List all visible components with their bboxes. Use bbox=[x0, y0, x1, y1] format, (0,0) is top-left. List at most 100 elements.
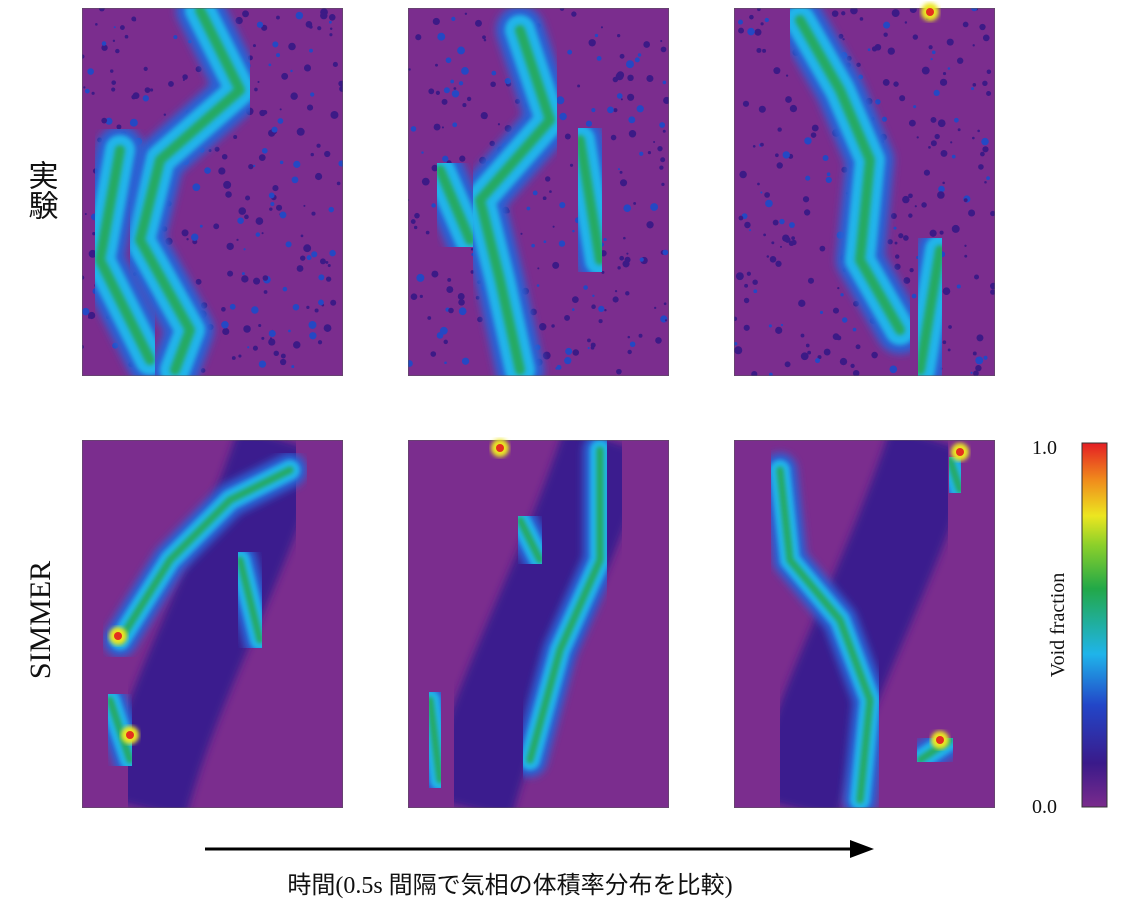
speckle bbox=[532, 190, 538, 196]
speckle bbox=[628, 130, 637, 138]
speckle bbox=[131, 94, 137, 100]
streak-green bbox=[426, 696, 444, 784]
speckle bbox=[775, 326, 783, 334]
speckle bbox=[777, 127, 782, 132]
speckle bbox=[982, 146, 989, 153]
speckle bbox=[270, 202, 275, 207]
speckle bbox=[807, 350, 812, 355]
speckle bbox=[324, 150, 331, 158]
speckle bbox=[475, 19, 482, 27]
speckle bbox=[596, 55, 602, 61]
streak-green bbox=[95, 145, 155, 365]
speckle bbox=[462, 103, 467, 108]
speckle bbox=[782, 151, 790, 159]
speckle bbox=[451, 90, 460, 98]
speckle bbox=[964, 244, 967, 247]
speckle bbox=[754, 28, 762, 36]
speckle bbox=[811, 124, 819, 132]
speckle bbox=[425, 230, 430, 235]
speckle bbox=[654, 306, 657, 309]
speckle bbox=[182, 78, 185, 81]
speckle bbox=[303, 64, 312, 72]
streak-green bbox=[116, 466, 294, 644]
speckle bbox=[208, 148, 212, 152]
speckle bbox=[241, 275, 249, 283]
speckle bbox=[622, 260, 630, 268]
speckle bbox=[82, 307, 90, 316]
speckle bbox=[636, 105, 644, 113]
colorbar-tick-label: 1.0 bbox=[1032, 437, 1057, 459]
speckle bbox=[643, 41, 651, 48]
speckle bbox=[762, 48, 767, 53]
speckle bbox=[615, 72, 624, 81]
speckle bbox=[542, 351, 551, 360]
caption: 時間(0.5s 間隔で気相の体積率分布を比較) bbox=[287, 872, 732, 899]
speckle bbox=[542, 196, 547, 201]
speckle bbox=[743, 297, 750, 304]
speckle bbox=[623, 236, 626, 240]
speckle bbox=[551, 324, 555, 328]
speckle bbox=[764, 17, 769, 23]
speckle bbox=[452, 122, 458, 128]
speckle bbox=[747, 27, 755, 36]
speckle bbox=[791, 236, 795, 241]
speckle bbox=[552, 261, 560, 269]
speckle bbox=[760, 22, 764, 26]
speckle bbox=[149, 88, 154, 92]
speckle bbox=[758, 105, 766, 113]
speckle bbox=[256, 21, 264, 28]
speckle bbox=[88, 311, 96, 320]
speckle bbox=[91, 91, 95, 95]
speckle bbox=[646, 221, 654, 229]
speckle bbox=[248, 164, 254, 170]
speckle bbox=[268, 192, 275, 199]
speckle bbox=[963, 198, 968, 203]
speckle bbox=[242, 10, 249, 18]
speckle bbox=[290, 92, 298, 100]
speckle bbox=[970, 371, 973, 374]
speckle bbox=[780, 323, 784, 327]
streak-green bbox=[526, 446, 604, 764]
speckle bbox=[182, 74, 188, 80]
speckle bbox=[98, 8, 105, 12]
speckle bbox=[775, 260, 782, 267]
speckle bbox=[262, 275, 269, 281]
speckle bbox=[300, 234, 304, 238]
speckle bbox=[939, 78, 948, 86]
speckle bbox=[263, 290, 268, 294]
speckle bbox=[268, 329, 276, 338]
speckle bbox=[111, 87, 116, 92]
speckle bbox=[292, 303, 300, 311]
speckle bbox=[983, 355, 988, 360]
speckle bbox=[311, 212, 315, 216]
speckle bbox=[616, 368, 622, 375]
colorbar-tick-label: 0.0 bbox=[1032, 796, 1057, 818]
speckle bbox=[647, 151, 652, 155]
speckle bbox=[627, 93, 635, 101]
speckle bbox=[607, 106, 614, 114]
speckle bbox=[772, 219, 779, 226]
speckle bbox=[223, 180, 232, 189]
speckle bbox=[443, 87, 450, 94]
speckle bbox=[661, 317, 665, 321]
heatmap-panel bbox=[734, 440, 995, 808]
speckle bbox=[317, 26, 322, 31]
speckle bbox=[213, 223, 220, 230]
speckle bbox=[934, 133, 940, 140]
speckle bbox=[408, 68, 411, 71]
panels bbox=[82, 3, 995, 808]
speckle bbox=[143, 66, 148, 71]
speckle bbox=[252, 44, 256, 48]
speckle bbox=[852, 369, 860, 376]
speckle bbox=[477, 316, 483, 323]
speckle bbox=[315, 172, 323, 181]
speckle bbox=[882, 78, 890, 86]
speckle bbox=[752, 279, 758, 285]
speckle bbox=[933, 89, 940, 96]
speckle bbox=[244, 214, 249, 220]
speckle bbox=[871, 46, 878, 52]
speckle bbox=[972, 44, 975, 47]
speckle bbox=[428, 88, 435, 95]
speckle bbox=[903, 235, 909, 241]
